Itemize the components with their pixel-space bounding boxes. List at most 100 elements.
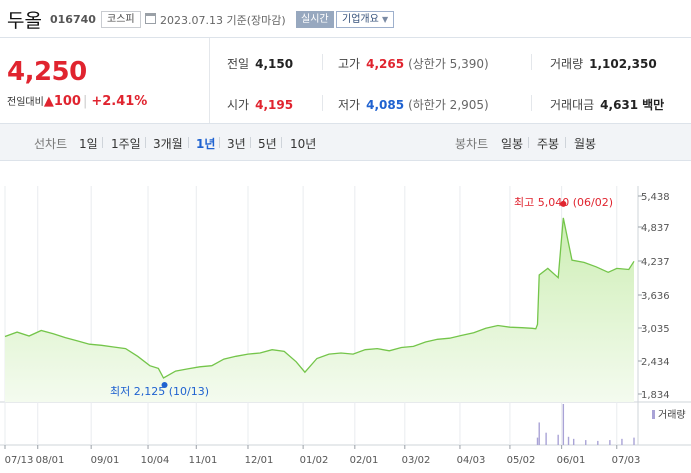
diff-rate: +2.41% (91, 94, 148, 109)
stock-header: 두올 016740 코스피 2023.07.13 기준(장마감) 실시간 기업개… (0, 0, 691, 38)
volume-bar (597, 440, 599, 445)
y-tick-label: 4,237 (641, 257, 670, 268)
volume-bar (609, 440, 611, 445)
x-tick-label: 09/01 (91, 455, 120, 466)
quote-high: 고가 4,265 (상한가 5,390) (338, 55, 489, 72)
quote-sub: (상한가 5,390) (408, 57, 489, 71)
current-price: 4,250 (7, 57, 87, 87)
tab-5y[interactable]: 5년 (258, 137, 277, 151)
stock-name: 두올 (7, 10, 42, 32)
divider (250, 137, 251, 148)
quote-label: 거래대금 (550, 98, 595, 112)
x-tick-label: 12/01 (245, 455, 274, 466)
volume-bar (538, 422, 540, 445)
quote-sub: (하한가 2,905) (408, 98, 489, 112)
tab-1w[interactable]: 1주일 (111, 137, 141, 151)
divider (531, 54, 532, 70)
high-marker (560, 200, 567, 207)
x-tick-label: 02/01 (350, 455, 379, 466)
quote-value: 1,102,350 (589, 57, 657, 71)
low-marker (161, 382, 168, 389)
tab-monthly-candle[interactable]: 월봉 (574, 137, 597, 151)
volume-bar (572, 438, 575, 445)
diff-value: 100 (53, 94, 81, 109)
quote-value: 4,265 (366, 57, 405, 71)
divider (145, 137, 146, 148)
volume-bar (567, 436, 570, 445)
price-chart[interactable]: 5,438 4,837 4,237 3,636 3,035 2,434 1,834 거래량 최고… (0, 161, 691, 473)
tab-weekly-candle[interactable]: 주봉 (537, 137, 560, 151)
quote-label: 거래량 (550, 57, 584, 71)
low-label: 최저 2,125 (10/13) (110, 385, 209, 398)
y-tick-label: 5,438 (641, 192, 670, 203)
x-tick-label: 08/01 (36, 455, 65, 466)
volume-bar (585, 440, 587, 445)
divider (102, 137, 103, 148)
x-tick-label: 10/04 (141, 455, 170, 466)
price-area (5, 217, 634, 402)
quote-label: 전일 (227, 57, 250, 71)
divider (531, 95, 532, 111)
price-change: 전일대비▲100 | +2.41% (7, 93, 147, 109)
tab-3y[interactable]: 3년 (227, 137, 246, 151)
date-text: 2023.07.13 기준(장마감) (160, 14, 286, 27)
chart-svg[interactable]: 5,438 4,837 4,237 3,636 3,035 2,434 1,834 거래량 최고… (0, 161, 691, 473)
market-badge: 코스피 (101, 11, 141, 28)
up-arrow-icon: ▲ (43, 94, 54, 109)
diff-label: 전일대비 (7, 97, 44, 108)
quote-amount: 거래대금 4,631 백만 (550, 96, 664, 113)
price-line (4, 217, 635, 379)
tab-daily-candle[interactable]: 일봉 (501, 137, 524, 151)
tab-1d[interactable]: 1일 (79, 137, 98, 151)
quote-value: 4,195 (255, 98, 294, 112)
volume-bar (545, 432, 547, 445)
quote-open: 시가 4,195 (227, 96, 293, 113)
x-tick-label: 11/01 (189, 455, 218, 466)
volume-legend-swatch (652, 410, 655, 419)
line-chart-label: 선차트 (34, 137, 68, 151)
x-tick-label: 07/03 (612, 455, 641, 466)
quote-unit: 백만 (642, 98, 665, 112)
divider (322, 95, 323, 111)
volume-legend: 거래량 (658, 409, 686, 421)
y-tick-label: 3,636 (641, 291, 670, 302)
divider: | (82, 94, 88, 109)
y-tick-label: 2,434 (641, 357, 670, 368)
y-tick-label: 4,837 (641, 223, 670, 234)
x-tick-label: 01/02 (300, 455, 329, 466)
quote-label: 고가 (338, 57, 361, 71)
quote-low: 저가 4,085 (하한가 2,905) (338, 96, 489, 113)
volume-bar (536, 437, 539, 445)
divider (565, 137, 566, 148)
tab-10y[interactable]: 10년 (290, 137, 317, 151)
x-tick-label: 06/01 (557, 455, 586, 466)
stock-code: 016740 (50, 13, 96, 26)
realtime-button[interactable]: 실시간 (296, 11, 334, 28)
y-tick-label: 3,035 (641, 324, 670, 335)
x-tick-label: 05/02 (507, 455, 536, 466)
divider (322, 54, 323, 70)
price-panel: 4,250 전일대비▲100 | +2.41% (0, 38, 210, 123)
x-tick-label: 03/02 (402, 455, 431, 466)
chart-period-tabs: 선차트 1일 1주일 3개월 1년 3년 5년 10년 봉차트 일봉 주봉 월봉 (0, 123, 691, 161)
high-label: 최고 5,040 (06/02) (514, 196, 613, 209)
tab-1y[interactable]: 1년 (196, 137, 216, 151)
y-tick-label: 1,834 (641, 390, 670, 401)
quote-volume: 거래량 1,102,350 (550, 55, 657, 72)
x-tick-label: 07/13 (5, 455, 34, 466)
volume-bar (633, 437, 635, 445)
x-tick-label: 04/03 (457, 455, 486, 466)
divider (188, 137, 189, 148)
quote-label: 시가 (227, 98, 250, 112)
company-overview-button[interactable]: 기업개요 ▼ (336, 11, 395, 28)
company-overview-label: 기업개요 (342, 14, 379, 25)
chevron-down-icon: ▼ (382, 15, 389, 24)
quote-label: 저가 (338, 98, 361, 112)
tab-3m[interactable]: 3개월 (153, 137, 183, 151)
candle-chart-label: 봉차트 (455, 137, 489, 151)
volume-bar (562, 404, 565, 445)
quote-prev-close: 전일 4,150 (227, 55, 293, 72)
quote-value: 4,631 (600, 98, 639, 112)
quote-value: 4,085 (366, 98, 405, 112)
calendar-icon (145, 13, 156, 24)
